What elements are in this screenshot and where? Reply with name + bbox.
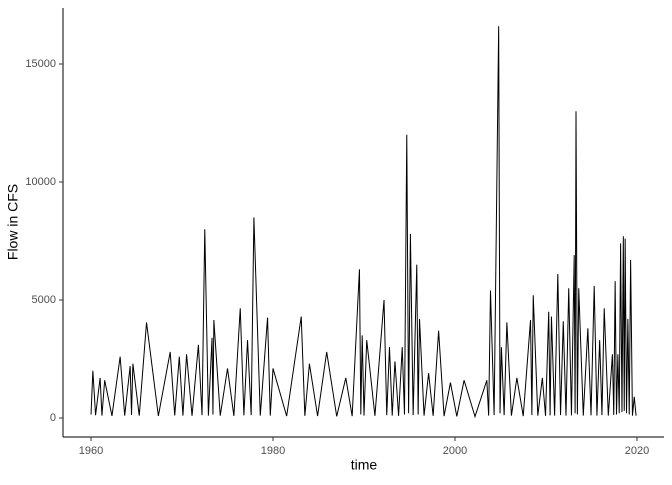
x-tick-label: 2020 <box>625 445 649 457</box>
y-axis-label: Flow in CFS <box>5 184 21 260</box>
x-axis-label: time <box>351 457 378 473</box>
x-tick-label: 1960 <box>79 445 103 457</box>
x-tick-label: 1980 <box>261 445 285 457</box>
y-tick-label: 10000 <box>25 176 56 188</box>
y-tick-label: 0 <box>50 412 56 424</box>
x-tick-label: 2000 <box>443 445 467 457</box>
y-tick-label: 5000 <box>32 294 56 306</box>
flow-line <box>90 26 637 419</box>
y-tick-label: 15000 <box>25 58 56 70</box>
